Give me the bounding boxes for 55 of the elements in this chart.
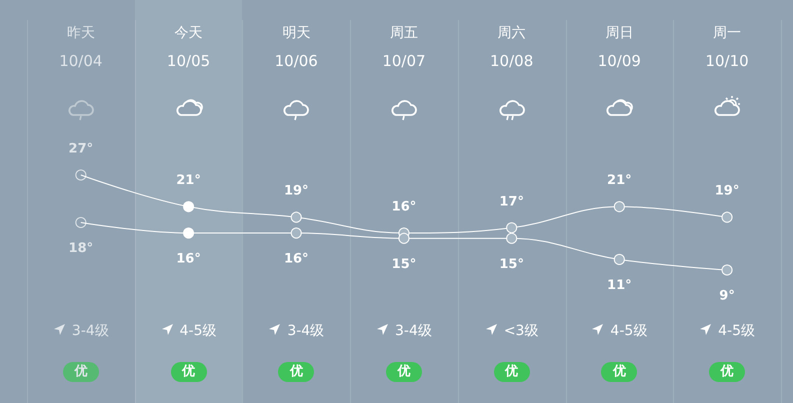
text: 10/08 [489, 52, 534, 70]
text: <3级 [502, 322, 540, 340]
pill-badge: 优 [386, 362, 422, 382]
point [183, 228, 194, 239]
text: 10/09 [596, 52, 642, 70]
point [183, 201, 194, 212]
text: 10/10 [704, 52, 750, 70]
data-label: 18° [68, 241, 94, 256]
point [75, 170, 86, 180]
data-label: 9° [719, 288, 735, 304]
x-tick-label: 周日 [605, 25, 634, 41]
text: 3-4级 [70, 322, 110, 340]
pill-badge: 优 [494, 362, 530, 382]
text: 10/04 [58, 52, 104, 70]
text: 10/06 [274, 52, 319, 70]
x-tick-label: 周六 [498, 25, 526, 41]
data-label: 17° [499, 194, 524, 210]
pill-badge: 优 [170, 362, 207, 382]
text: 3-4级 [394, 322, 433, 340]
point [506, 232, 518, 244]
data-label: 15° [392, 256, 416, 272]
text: 4-5级 [717, 322, 756, 340]
point [614, 201, 625, 212]
x-tick-label: 昨天 [66, 25, 95, 41]
point [614, 254, 625, 265]
pill-badge: 优 [601, 362, 638, 382]
data-label: 19° [284, 184, 309, 199]
point [398, 232, 410, 244]
data-label: 16° [392, 200, 416, 215]
data-label: 11° [607, 278, 632, 293]
x-tick-label: 今天 [174, 25, 203, 41]
text: 4-5级 [609, 322, 648, 340]
point [722, 264, 733, 276]
pill-badge: 优 [709, 362, 746, 382]
x-tick-label: 周五 [390, 25, 418, 41]
x-tick-label: 明天 [282, 25, 310, 41]
data-label: 19° [714, 184, 740, 199]
point [506, 222, 518, 234]
text: 10/05 [166, 52, 212, 70]
text: 10/07 [381, 52, 427, 70]
data-label: 21° [176, 173, 201, 188]
pill-badge: 优 [62, 362, 99, 382]
text: 3-4级 [286, 322, 326, 340]
point [290, 228, 302, 239]
data-label: 15° [499, 256, 524, 272]
pill-badge: 优 [278, 362, 314, 382]
x-tick-label: 周一 [713, 25, 742, 41]
data-label: 16° [284, 252, 309, 267]
point [75, 217, 86, 228]
text: 4-5级 [178, 322, 218, 340]
data-label: 21° [607, 173, 632, 188]
data-label: 16° [176, 252, 201, 267]
point [290, 212, 302, 223]
data-label: 27° [68, 142, 94, 156]
point [722, 212, 733, 223]
